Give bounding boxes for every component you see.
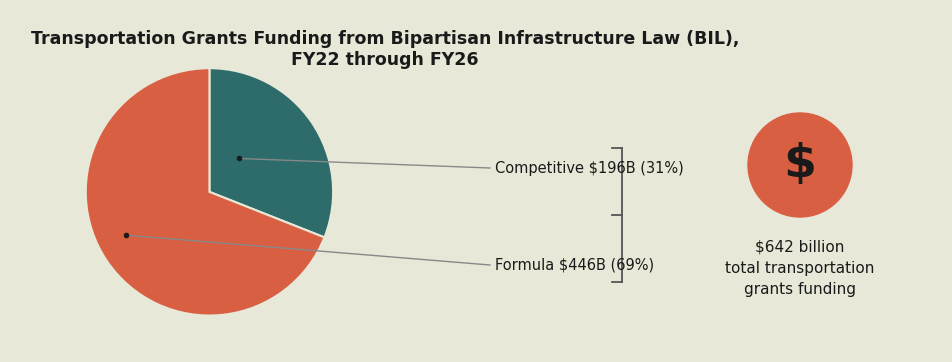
Text: Formula $446B (69%): Formula $446B (69%)	[495, 257, 654, 273]
Text: $642 billion
total transportation
grants funding: $642 billion total transportation grants…	[725, 240, 875, 297]
Text: $: $	[783, 143, 817, 188]
Circle shape	[748, 113, 852, 217]
Wedge shape	[86, 68, 325, 316]
Wedge shape	[209, 68, 333, 237]
Text: Competitive $196B (31%): Competitive $196B (31%)	[495, 160, 684, 176]
Text: Transportation Grants Funding from Bipartisan Infrastructure Law (BIL),
FY22 thr: Transportation Grants Funding from Bipar…	[30, 30, 739, 69]
